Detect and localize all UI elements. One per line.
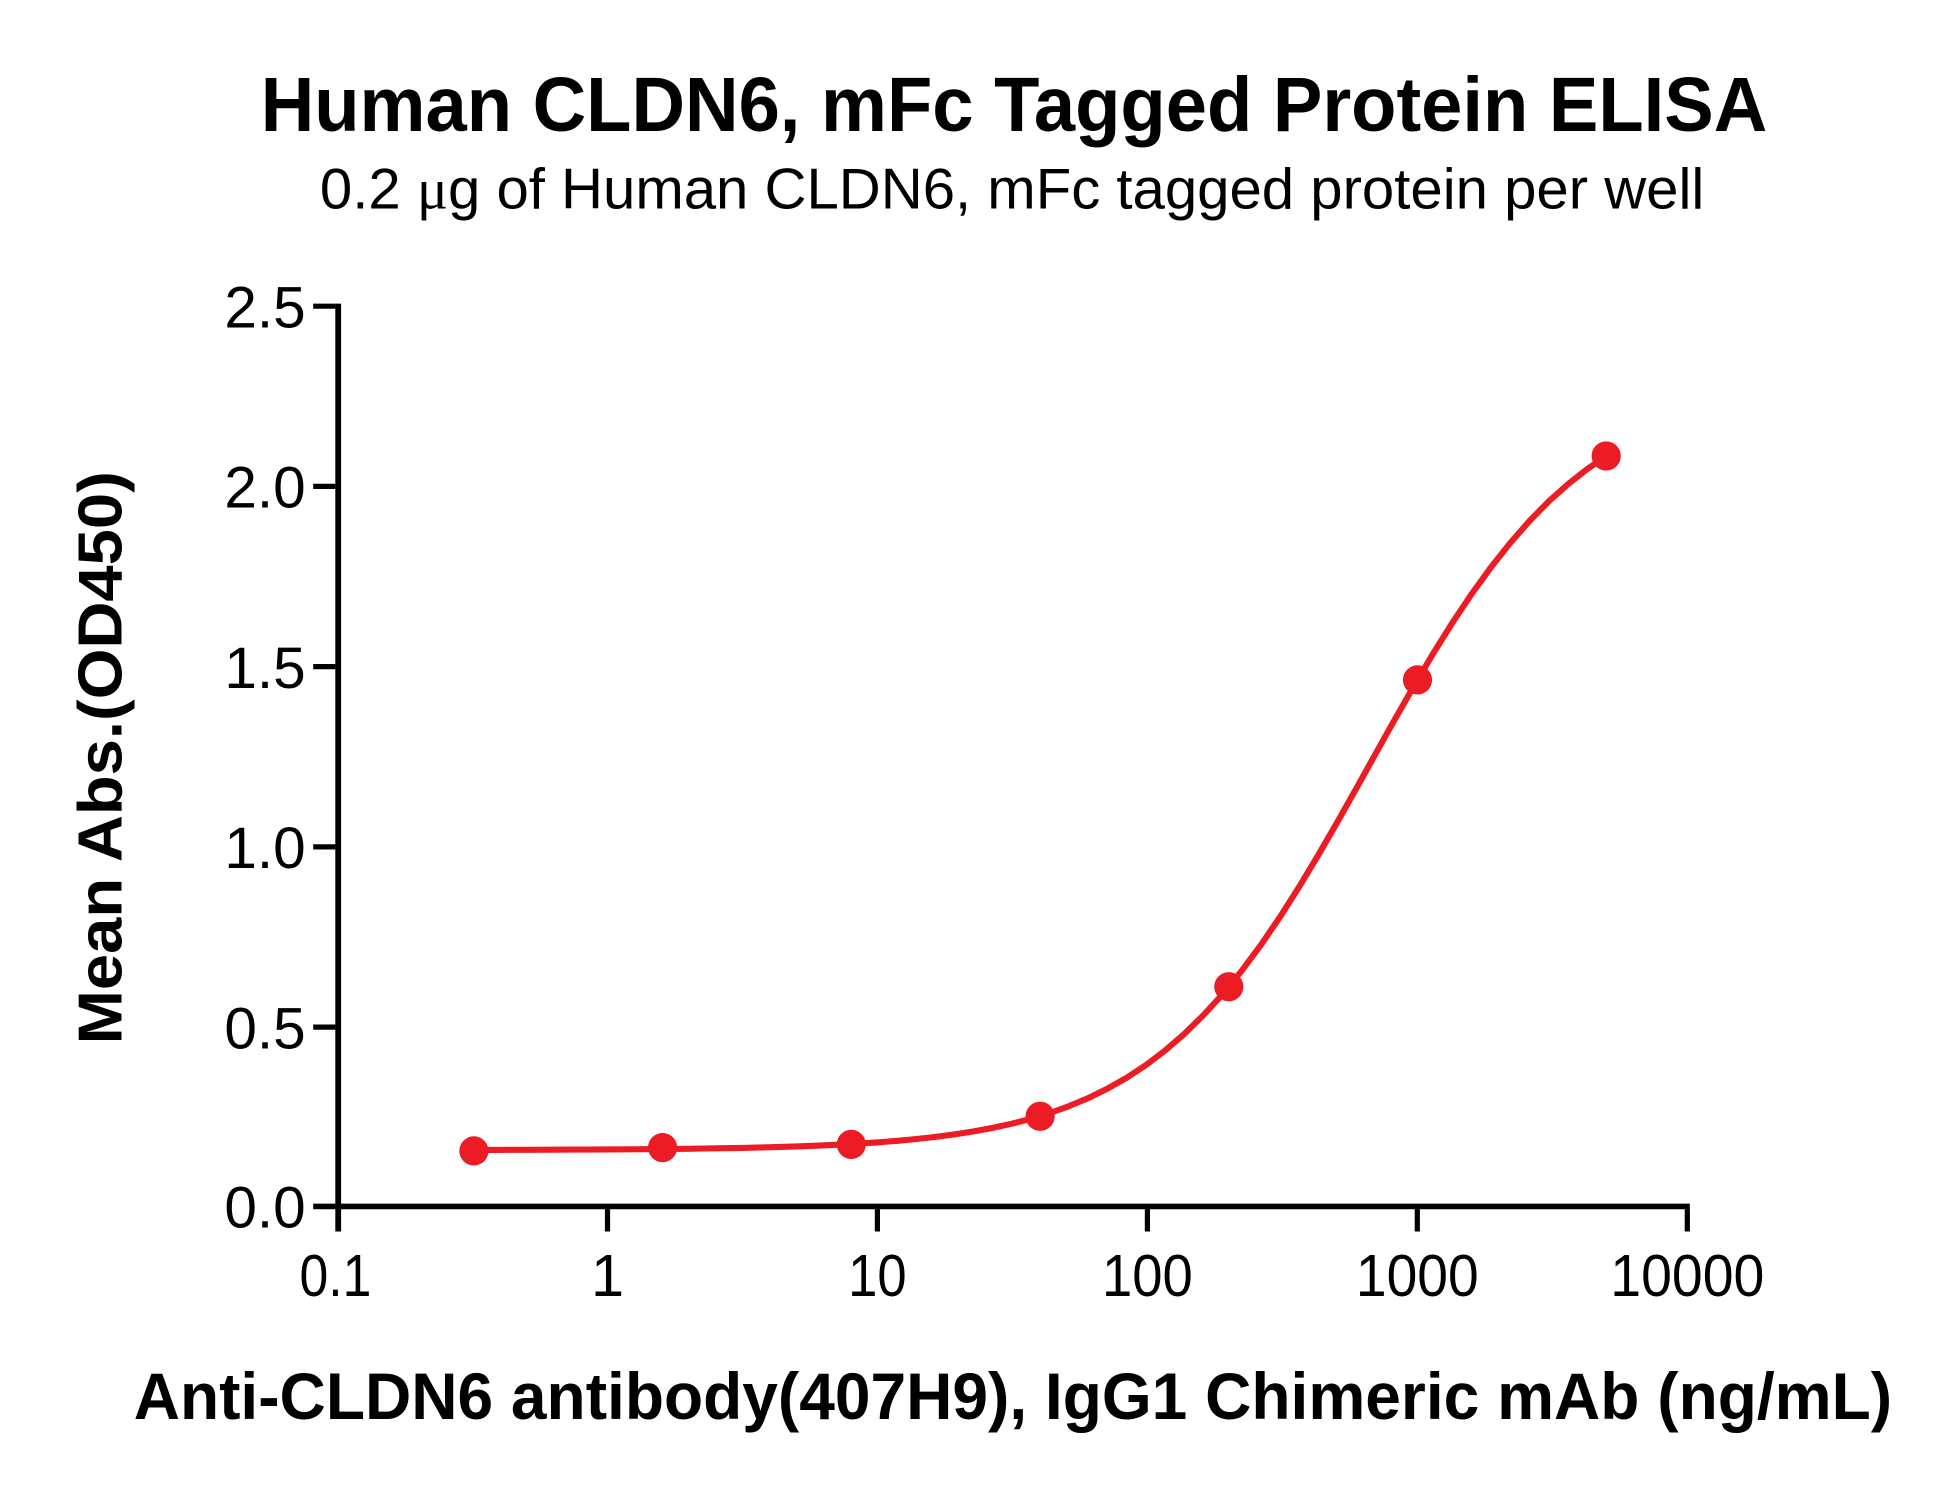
svg-text:Anti-CLDN6 antibody(407H9), Ig: Anti-CLDN6 antibody(407H9), IgG1 Chimeri…	[134, 1360, 1892, 1433]
svg-text:Human CLDN6, mFc Tagged Protei: Human CLDN6, mFc Tagged Protein ELISA	[261, 62, 1768, 148]
svg-text:10000: 10000	[1610, 1242, 1764, 1309]
svg-text:100: 100	[1102, 1242, 1193, 1309]
svg-text:0.5: 0.5	[224, 996, 305, 1061]
svg-text:1000: 1000	[1356, 1242, 1479, 1309]
svg-text:1: 1	[591, 1242, 624, 1309]
svg-text:1.5: 1.5	[224, 636, 305, 701]
svg-text:0.0: 0.0	[224, 1176, 305, 1241]
svg-text:Mean Abs.(OD450): Mean Abs.(OD450)	[67, 471, 136, 1044]
svg-text:0.2 μg of Human CLDN6, mFc tag: 0.2 μg of Human CLDN6, mFc tagged protei…	[320, 157, 1704, 221]
svg-text:0.1: 0.1	[300, 1242, 372, 1309]
svg-text:2.5: 2.5	[224, 275, 305, 340]
svg-text:10: 10	[848, 1242, 907, 1309]
svg-text:1.0: 1.0	[224, 816, 305, 881]
svg-text:2.0: 2.0	[224, 456, 305, 521]
